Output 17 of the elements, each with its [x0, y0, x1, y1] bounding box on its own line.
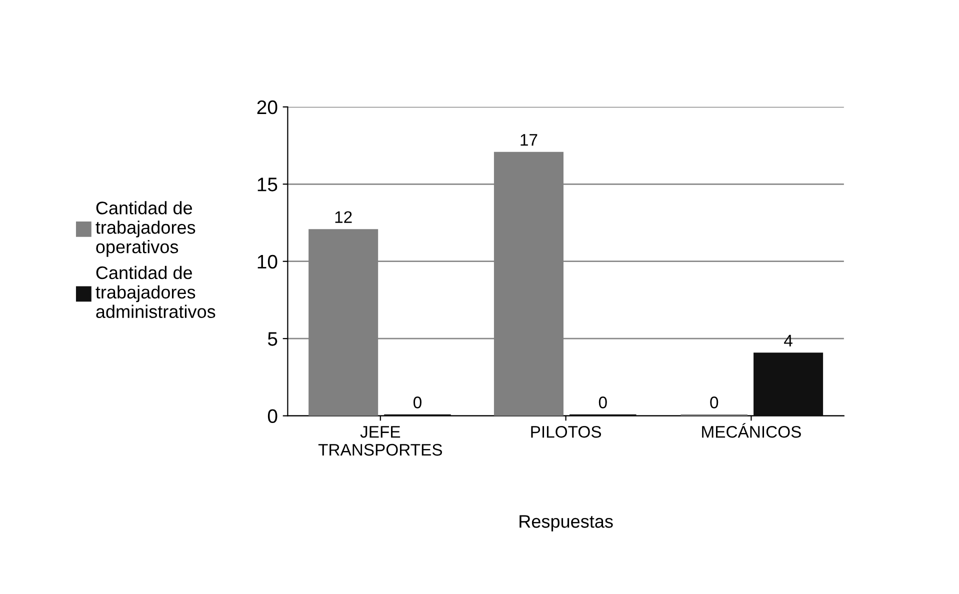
y-tick-label: 5: [268, 332, 278, 346]
y-tick-label: 0: [268, 409, 278, 424]
y-tick-label: 10: [258, 254, 278, 269]
x-tick-label: MECÁNICOS: [702, 423, 801, 438]
legend-label: Cantidad de trabajadores administrativos: [96, 266, 216, 318]
data-label: 0: [710, 396, 718, 408]
data-label: 0: [598, 396, 607, 408]
data-label: 4: [784, 334, 792, 346]
y-tick-label: 15: [258, 178, 278, 192]
data-label: 0: [414, 396, 422, 408]
data-label: 17: [520, 134, 538, 146]
data-label: 12: [335, 211, 352, 223]
legend-label: Cantidad de trabajadores operativos: [96, 201, 196, 257]
x-tick-label: PILOTOS: [531, 426, 602, 438]
x-tick-label: JEFE TRANSPORTES: [318, 426, 442, 456]
x-axis-title: Respuestas: [520, 515, 613, 532]
y-tick-label: 20: [257, 100, 278, 114]
